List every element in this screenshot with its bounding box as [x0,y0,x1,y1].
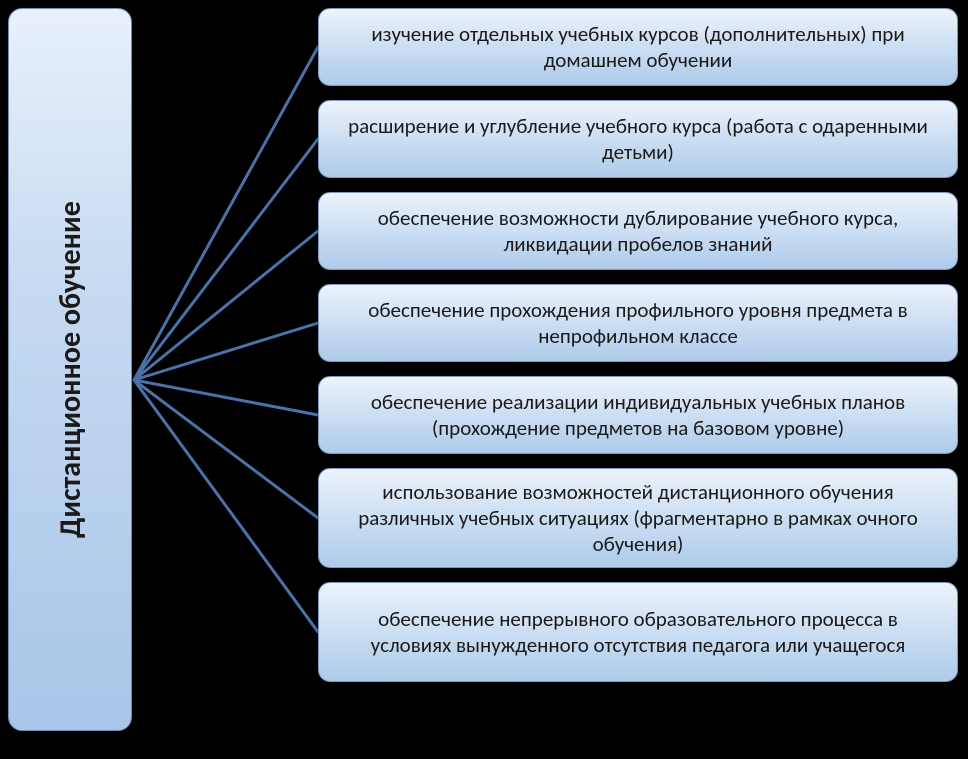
item-label: использование возможностей дистанционног… [337,479,939,558]
item-node-1: расширение и углубление учебного курса (… [318,100,958,178]
item-label: изучение отдельных учебных курсов (допол… [337,21,939,74]
item-label: обеспечение прохождения профильного уров… [337,297,939,350]
item-label: обеспечение возможности дублирование уче… [337,205,939,258]
item-node-5: использование возможностей дистанционног… [318,468,958,568]
item-label: обеспечение непрерывного образовательног… [337,606,939,659]
item-label: обеспечение реализации индивидуальных уч… [337,389,939,442]
item-node-2: обеспечение возможности дублирование уче… [318,192,958,270]
item-node-3: обеспечение прохождения профильного уров… [318,284,958,362]
item-label: расширение и углубление учебного курса (… [337,113,939,166]
item-node-4: обеспечение реализации индивидуальных уч… [318,376,958,454]
item-node-0: изучение отдельных учебных курсов (допол… [318,8,958,86]
root-label: Дистанционное обучение [52,201,89,538]
root-node: Дистанционное обучение [8,8,132,731]
item-node-6: обеспечение непрерывного образовательног… [318,582,958,682]
